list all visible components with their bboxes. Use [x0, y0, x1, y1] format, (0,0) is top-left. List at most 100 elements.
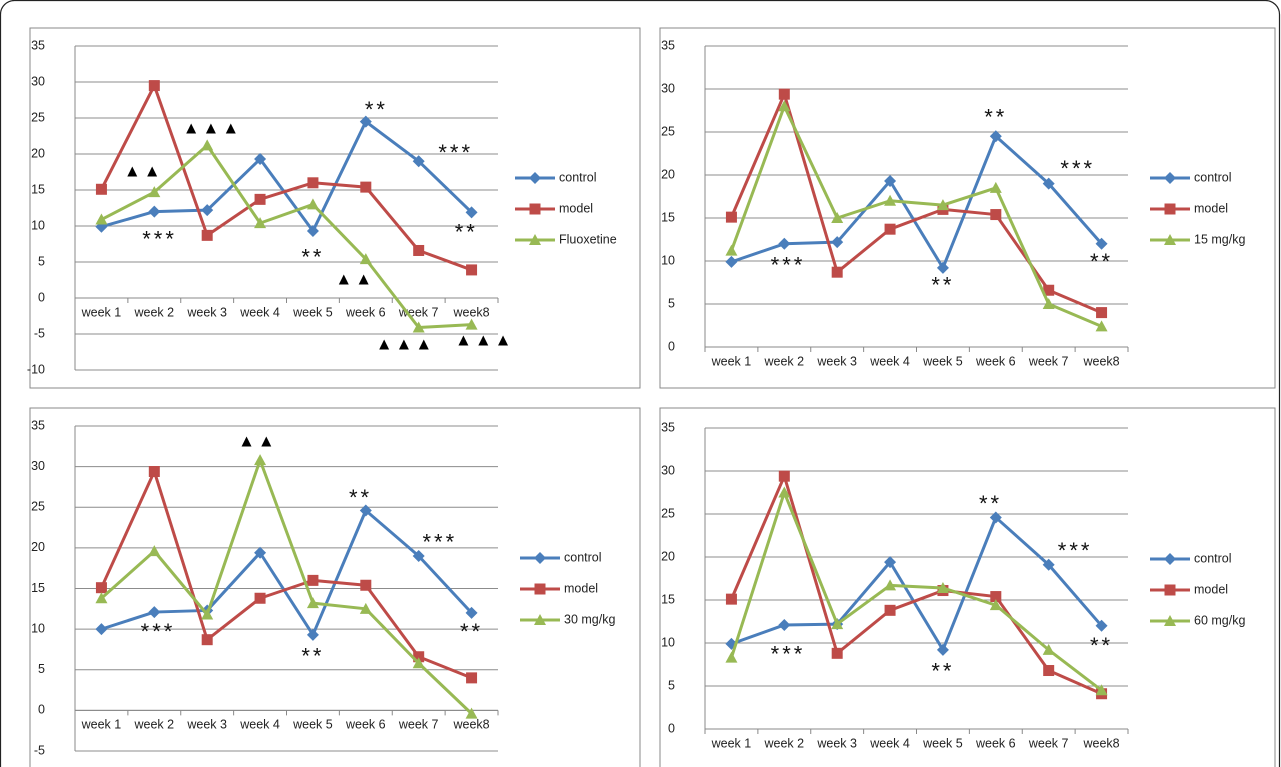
x-tick-label: week 7 [1028, 354, 1069, 368]
y-tick-label: 5 [38, 254, 45, 268]
data-point [306, 198, 319, 210]
data-point [254, 546, 267, 559]
legend-label: control [564, 550, 602, 564]
y-tick-label: 30 [661, 81, 675, 95]
y-tick-label: 15 [31, 182, 45, 196]
series-line [100, 509, 473, 637]
data-point [148, 186, 161, 198]
data-point [412, 155, 425, 168]
x-tick-label: week 4 [869, 736, 910, 750]
significance-annotation: ** [984, 105, 1007, 130]
significance-annotation: ▲▲▲ [376, 334, 435, 353]
data-point [412, 550, 425, 562]
data-point [306, 597, 319, 609]
data-point [201, 229, 213, 241]
data-point [95, 623, 108, 636]
y-tick-label: 15 [661, 210, 675, 224]
x-tick-label: week 5 [292, 305, 333, 319]
significance-annotation: *** [771, 253, 806, 278]
x-tick-label: week8 [452, 718, 489, 732]
significance-annotation: ** [979, 491, 1002, 516]
legend-marker [529, 172, 541, 184]
legend-marker [534, 583, 546, 595]
significance-annotation: *** [1060, 156, 1095, 181]
significance-annotation: ** [1090, 633, 1113, 658]
x-tick-label: week 3 [186, 305, 227, 319]
data-point [831, 266, 843, 278]
data-point [360, 181, 372, 193]
series-line [730, 515, 1103, 652]
significance-annotation: ▲▲ [335, 269, 375, 288]
data-point [359, 115, 372, 128]
data-point [725, 244, 738, 256]
x-tick-label: week 4 [239, 718, 280, 732]
legend-marker [1164, 172, 1176, 184]
data-point [465, 606, 478, 619]
x-tick-label: week 3 [816, 736, 857, 750]
y-tick-label: 25 [661, 124, 675, 138]
data-point [1042, 643, 1055, 655]
data-point [306, 225, 319, 238]
data-point [359, 602, 372, 614]
y-tick-label: 30 [31, 74, 45, 88]
data-point [413, 244, 425, 256]
series-line [730, 491, 1103, 692]
data-point [466, 672, 478, 684]
data-point [1042, 177, 1055, 190]
significance-annotation: ▲▲▲ [455, 331, 514, 350]
significance-annotation: *** [141, 619, 176, 644]
data-point [778, 100, 791, 112]
legend-label: 60 mg/kg [1194, 613, 1245, 627]
series-line [100, 84, 473, 272]
data-point [884, 223, 896, 235]
y-tick-label: 20 [31, 540, 45, 554]
legend-label: model [1194, 582, 1228, 596]
series-line [730, 474, 1103, 696]
series-line [101, 120, 473, 233]
data-point [725, 651, 738, 663]
data-point [1095, 684, 1108, 696]
data-point [148, 80, 160, 92]
y-tick-label: 5 [38, 662, 45, 676]
y-tick-label: 35 [31, 38, 45, 52]
chart-panel: 0 5 10 15 20 25 30 35 week 1 week 2 week 3 week 4 we… [659, 27, 1276, 389]
data-point [466, 264, 478, 276]
series-line [100, 458, 473, 715]
y-tick-label: 0 [668, 721, 675, 735]
y-tick-label: 20 [31, 146, 45, 160]
legend-marker [1164, 553, 1176, 565]
data-point [148, 205, 161, 218]
x-tick-label: week8 [1082, 354, 1119, 368]
legend-label: control [559, 170, 597, 184]
x-tick-label: week 1 [81, 718, 122, 732]
x-tick-label: week 5 [922, 354, 963, 368]
data-point [359, 504, 372, 517]
data-point [201, 634, 213, 646]
significance-annotation: ** [460, 619, 483, 644]
legend-marker [534, 552, 546, 564]
x-tick-label: week 5 [292, 718, 333, 732]
data-point [778, 237, 791, 250]
y-tick-label: -5 [34, 326, 45, 340]
x-tick-label: week 5 [922, 736, 963, 750]
data-point [725, 593, 737, 605]
y-tick-label: 30 [31, 459, 45, 473]
data-point [201, 204, 214, 217]
data-point [465, 318, 478, 330]
series-line [730, 104, 1103, 328]
x-tick-label: week 2 [764, 354, 805, 368]
y-tick-label: 0 [38, 703, 45, 717]
data-point [1095, 237, 1108, 250]
x-tick-label: week 1 [711, 354, 752, 368]
data-point [831, 236, 844, 249]
legend-label: control [1194, 170, 1232, 184]
legend-marker [1164, 234, 1176, 245]
data-point [1096, 307, 1108, 319]
data-point [254, 193, 266, 205]
data-point [1043, 665, 1055, 677]
significance-annotation: *** [438, 140, 473, 165]
legend-marker [529, 234, 541, 245]
y-tick-label: 30 [661, 463, 675, 477]
data-point [360, 579, 372, 591]
data-point [725, 211, 737, 223]
